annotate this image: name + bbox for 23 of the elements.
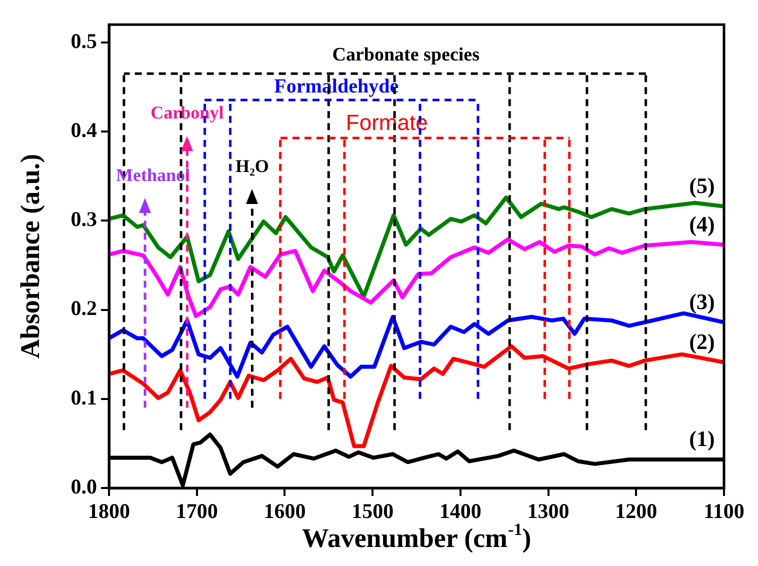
series-label: (1) bbox=[689, 426, 715, 452]
x-tick-label: 1700 bbox=[176, 499, 218, 524]
y-tick-label: 0.0 bbox=[70, 474, 97, 498]
y-tick-label: 0.1 bbox=[70, 385, 97, 410]
series-label: (3) bbox=[689, 288, 715, 314]
x-tick-label: 1300 bbox=[527, 499, 570, 524]
x-tick-label: 1800 bbox=[88, 499, 130, 524]
x-tick-label: 1400 bbox=[439, 499, 482, 524]
y-tick-label: 0.4 bbox=[70, 118, 98, 142]
y-tick-label: 0.2 bbox=[70, 296, 97, 320]
annotation: Formaldehyde bbox=[274, 76, 399, 98]
y-tick-label: 0.3 bbox=[70, 207, 97, 232]
series-label: (2) bbox=[689, 329, 715, 354]
annotation: Carbonate species bbox=[332, 44, 480, 66]
series-label: (5) bbox=[689, 173, 715, 198]
ref-line-label: H₂O bbox=[236, 156, 269, 176]
x-tick-label: 1500 bbox=[352, 499, 394, 524]
y-tick-label: 0.5 bbox=[70, 28, 97, 53]
x-tick-label: 1100 bbox=[704, 499, 744, 524]
y-axis-title: Absorbance (a.u.) bbox=[14, 154, 45, 359]
x-tick-label: 1200 bbox=[615, 499, 658, 524]
series-label: (4) bbox=[689, 211, 715, 236]
x-tick-label: 1600 bbox=[264, 499, 306, 524]
